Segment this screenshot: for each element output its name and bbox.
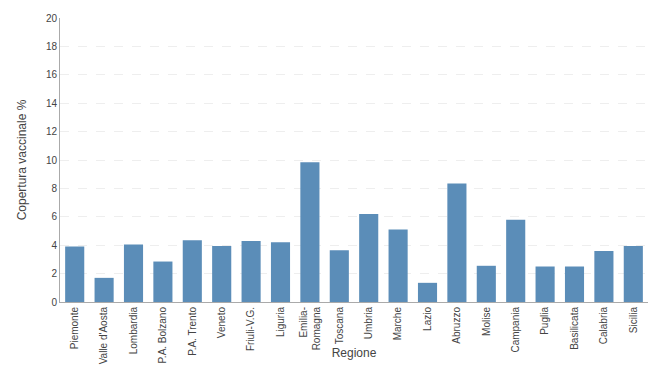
svg-text:Molise: Molise <box>481 307 492 336</box>
svg-text:Emilia-Romagna: Emilia-Romagna <box>298 307 322 351</box>
svg-text:16: 16 <box>46 69 58 80</box>
svg-text:Copertura vaccinale %: Copertura vaccinale % <box>15 99 29 220</box>
svg-text:20: 20 <box>46 13 58 24</box>
svg-text:Lazio: Lazio <box>422 307 433 331</box>
svg-text:4: 4 <box>51 240 57 251</box>
svg-text:Puglia: Puglia <box>539 307 550 335</box>
svg-text:Piemonte: Piemonte <box>69 307 80 350</box>
svg-text:10: 10 <box>46 155 58 166</box>
svg-text:Calabria: Calabria <box>598 307 609 345</box>
svg-text:Abruzzo: Abruzzo <box>451 307 462 344</box>
svg-text:18: 18 <box>46 41 58 52</box>
svg-text:0: 0 <box>51 297 57 308</box>
svg-text:Valle d'Aosta: Valle d'Aosta <box>98 307 109 365</box>
svg-text:12: 12 <box>46 126 58 137</box>
svg-text:P.A. Trento: P.A. Trento <box>187 307 198 356</box>
svg-text:Marche: Marche <box>392 307 403 341</box>
svg-text:2: 2 <box>51 268 57 279</box>
svg-text:Sicilia: Sicilia <box>628 307 639 334</box>
svg-text:Friuli-V.G.: Friuli-V.G. <box>245 307 256 351</box>
svg-text:Campania: Campania <box>510 307 521 353</box>
svg-text:Lombardia: Lombardia <box>128 307 139 355</box>
svg-text:Umbria: Umbria <box>363 307 374 340</box>
svg-text:8: 8 <box>51 183 57 194</box>
svg-text:Basilicata: Basilicata <box>569 307 580 350</box>
svg-text:Toscana: Toscana <box>334 307 345 345</box>
svg-text:6: 6 <box>51 211 57 222</box>
svg-text:Liguria: Liguria <box>275 307 286 337</box>
svg-text:Veneto: Veneto <box>216 307 227 339</box>
svg-text:P.A. Bolzano: P.A. Bolzano <box>157 307 168 364</box>
svg-text:Regione: Regione <box>332 346 377 360</box>
svg-text:14: 14 <box>46 98 58 109</box>
